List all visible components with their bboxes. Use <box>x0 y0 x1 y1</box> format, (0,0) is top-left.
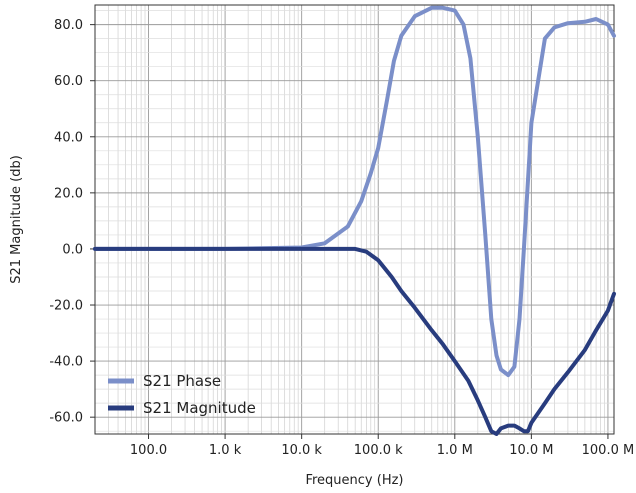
series-line-phase <box>93 5 616 378</box>
x-tick-label: 100.0 k <box>354 443 403 458</box>
y-tick-label: 20.0 <box>54 186 83 201</box>
series-line-magnitude <box>93 246 616 436</box>
x-axis-title: Frequency (Hz) <box>305 473 403 488</box>
y-tick-label: -20.0 <box>49 299 83 314</box>
y-tick-label: 0.0 <box>62 242 83 257</box>
y-axis-title: S21 Magnitude (db) <box>9 155 24 284</box>
x-axis-ticks: 100.0 1.0 k 10.0 k 100.0 k 1.0 M 10.0 M 100.0 … <box>130 434 634 458</box>
x-tick-label: 100.0 M <box>582 443 635 458</box>
y-tick-label: 60.0 <box>54 74 83 89</box>
x-tick-label: 100.0 <box>130 443 167 458</box>
x-tick-label: 1.0 k <box>209 443 242 458</box>
x-tick-label: 10.0 M <box>509 443 553 458</box>
y-tick-label: -60.0 <box>49 411 83 426</box>
x-tick-label: 1.0 M <box>437 443 473 458</box>
legend: S21 Phase S21 Magnitude <box>108 372 256 417</box>
y-axis-ticks: 80.0 60.0 40.0 20.0 0.0 -20.0 -40.0 -60.0 <box>49 18 95 426</box>
y-tick-label: 80.0 <box>54 18 83 33</box>
y-tick-label: 40.0 <box>54 130 83 145</box>
series-lines <box>93 5 616 436</box>
legend-label: S21 Phase <box>143 372 221 390</box>
y-tick-label: -40.0 <box>49 355 83 370</box>
legend-label: S21 Magnitude <box>143 399 256 417</box>
plot-area-frame <box>94 4 615 435</box>
grid <box>94 5 614 434</box>
x-tick-label: 10.0 k <box>281 443 322 458</box>
